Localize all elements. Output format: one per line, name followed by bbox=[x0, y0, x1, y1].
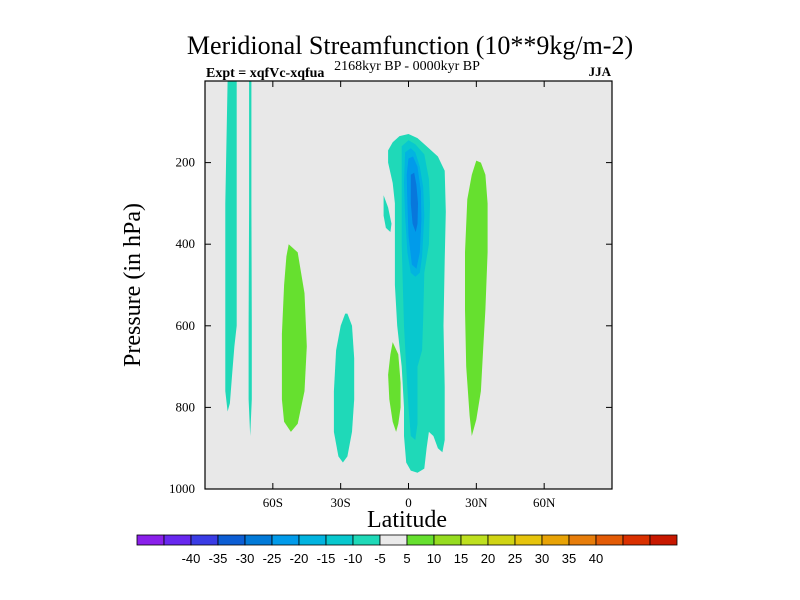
x-axis-label: Latitude bbox=[367, 507, 447, 533]
colorbar-swatch bbox=[622, 534, 651, 546]
x-tick-label: 30S bbox=[331, 495, 351, 510]
chart-title: Meridional Streamfunction (10**9kg/m-2) bbox=[187, 31, 633, 60]
y-tick-label: 800 bbox=[176, 399, 196, 414]
contour-regions bbox=[225, 81, 488, 473]
y-tick-label: 600 bbox=[176, 318, 196, 333]
y-tick-label: 1000 bbox=[169, 481, 195, 496]
colorbar-swatch bbox=[433, 534, 462, 546]
colorbar-swatch bbox=[406, 534, 435, 546]
x-tick-label: 0 bbox=[405, 495, 412, 510]
contour-region-southern-positive-cell bbox=[281, 244, 307, 432]
contour-region-lower-small-positive bbox=[388, 342, 401, 432]
colorbar-swatch bbox=[514, 534, 543, 546]
colorbar-label: 40 bbox=[589, 551, 603, 566]
colorbar-label: -15 bbox=[317, 551, 336, 566]
colorbar-swatch bbox=[379, 534, 408, 546]
colorbar-swatch bbox=[271, 534, 300, 546]
colorbar-label: -20 bbox=[290, 551, 309, 566]
y-axis-ticks: 200 400 600 800 1000 bbox=[169, 155, 612, 496]
colorbar-swatch bbox=[649, 534, 678, 546]
colorbar-swatch bbox=[352, 534, 381, 546]
contour-region-narrow-negative-band bbox=[248, 81, 252, 436]
colorbar-swatch bbox=[136, 534, 165, 546]
colorbar-label: -40 bbox=[182, 551, 201, 566]
contour-region-upper-small-negative bbox=[383, 195, 392, 232]
y-axis-label: Pressure (in hPa) bbox=[120, 203, 146, 367]
colorbar-label: -35 bbox=[209, 551, 228, 566]
colorbar-label: 10 bbox=[427, 551, 441, 566]
colorbar-swatch bbox=[460, 534, 489, 546]
contour-region-equatorial-cell-level-25 bbox=[410, 172, 418, 232]
y-tick-label: 400 bbox=[176, 236, 196, 251]
colorbar-swatch bbox=[541, 534, 570, 546]
x-tick-label: 60S bbox=[263, 495, 283, 510]
colorbar-label: 15 bbox=[454, 551, 468, 566]
experiment-label: Expt = xqfVc-xqfua bbox=[206, 66, 324, 81]
x-axis-ticks: 60S 30S 0 30N 60N bbox=[263, 81, 556, 510]
colorbar-labels: -40 -35 -30 -25 -20 -15 -10 -5 5 10 15 20 25 30 35 40 bbox=[182, 551, 604, 566]
contour-region-far-southern-negative-band bbox=[225, 81, 237, 412]
colorbar-swatch bbox=[595, 534, 624, 546]
colorbar-swatch bbox=[244, 534, 273, 546]
colorbar-label: -25 bbox=[263, 551, 282, 566]
x-tick-label: 30N bbox=[465, 495, 488, 510]
colorbar-label: -5 bbox=[374, 551, 386, 566]
y-tick-label: 200 bbox=[176, 155, 196, 170]
contour-region-subtropical-negative-cell bbox=[333, 313, 355, 463]
colorbar-label: 25 bbox=[508, 551, 522, 566]
x-tick-label: 60N bbox=[533, 495, 556, 510]
colorbar-swatch bbox=[325, 534, 354, 546]
colorbar bbox=[136, 534, 678, 546]
colorbar-label: 35 bbox=[562, 551, 576, 566]
colorbar-swatch bbox=[163, 534, 192, 546]
colorbar-swatch bbox=[568, 534, 597, 546]
contour-region-northern-positive-cell bbox=[465, 160, 488, 436]
colorbar-label: -10 bbox=[344, 551, 363, 566]
colorbar-label: -30 bbox=[236, 551, 255, 566]
colorbar-label: 20 bbox=[481, 551, 495, 566]
colorbar-swatch bbox=[298, 534, 327, 546]
time-range-label: 2168kyr BP - 0000kyr BP bbox=[334, 59, 480, 74]
colorbar-label: 5 bbox=[403, 551, 410, 566]
season-label: JJA bbox=[589, 64, 612, 79]
plot-area: 60S 30S 0 30N 60N 200 400 600 800 1000 bbox=[169, 80, 613, 510]
colorbar-label: 30 bbox=[535, 551, 549, 566]
colorbar-swatch bbox=[487, 534, 516, 546]
colorbar-swatch bbox=[217, 534, 246, 546]
colorbar-swatch bbox=[190, 534, 219, 546]
